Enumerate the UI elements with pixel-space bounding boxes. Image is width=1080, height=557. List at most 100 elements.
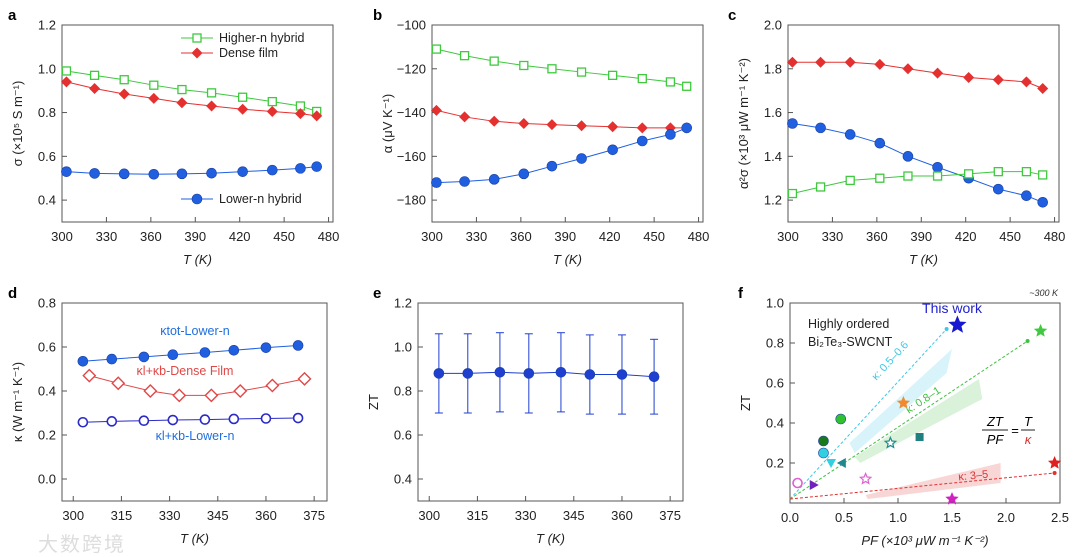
data-point xyxy=(297,371,312,386)
data-point xyxy=(260,413,272,424)
kappa-guide-arrow xyxy=(789,340,1028,500)
data-point xyxy=(488,174,500,185)
y-tick-label: −160 xyxy=(397,149,426,164)
x-axis-label: T (K) xyxy=(183,252,212,267)
x-tick-label: 330 xyxy=(822,229,844,244)
data-point xyxy=(199,347,211,358)
data-point xyxy=(963,72,975,84)
data-point xyxy=(547,64,557,74)
x-tick-label: 390 xyxy=(910,229,932,244)
y-tick-label: 1.4 xyxy=(764,149,782,164)
series--l-b-lower-n xyxy=(77,412,304,428)
series-zt xyxy=(433,332,660,415)
y-axis-label: α (μV K⁻¹) xyxy=(380,94,395,153)
series-dense-film xyxy=(786,56,1049,94)
data-point xyxy=(844,129,856,140)
x-tick-label: 360 xyxy=(510,229,532,244)
data-point xyxy=(902,63,914,75)
y-tick-label: 0.8 xyxy=(38,296,56,311)
x-tick-label: 1.0 xyxy=(889,510,907,525)
watermark: 大数跨境 xyxy=(38,532,126,556)
data-point xyxy=(148,168,160,180)
series-line xyxy=(82,417,299,423)
formula-denominator-left: PF xyxy=(987,432,1005,447)
data-point xyxy=(228,344,240,356)
y-tick-label: 1.2 xyxy=(38,18,56,33)
data-point xyxy=(903,171,913,181)
x-tick-label: 450 xyxy=(273,229,295,244)
data-point xyxy=(89,70,100,80)
series-line xyxy=(66,81,317,117)
legend-marker xyxy=(191,47,203,59)
data-point xyxy=(311,110,323,122)
data-point xyxy=(260,342,272,353)
data-point xyxy=(845,175,855,186)
kappa-guide-arrow xyxy=(789,328,947,500)
data-point xyxy=(787,188,798,199)
panel-e: e 300 315 330 345 360 375 0.4 0.6 0.8 1.0 1.2 T (K) Z… xyxy=(366,285,684,546)
data-point xyxy=(176,168,188,180)
legend-marker xyxy=(192,33,202,43)
data-point xyxy=(1037,197,1049,208)
temperature-note: ~300 K xyxy=(1029,288,1059,298)
data-point xyxy=(1038,170,1048,180)
x-axis-label: T (K) xyxy=(909,252,938,267)
x-tick-label: 420 xyxy=(955,229,977,244)
data-point xyxy=(932,161,943,173)
x-tick-label: 315 xyxy=(111,508,133,523)
data-point xyxy=(681,122,693,134)
x-tick-label: 300 xyxy=(62,508,84,523)
data-point xyxy=(1020,76,1032,88)
series-line xyxy=(436,109,687,129)
data-point xyxy=(459,176,470,187)
x-tick-label: 480 xyxy=(688,229,710,244)
x-tick-label: 420 xyxy=(599,229,621,244)
data-point xyxy=(228,413,240,425)
data-point xyxy=(82,368,97,383)
series-higher-n-hybrid xyxy=(787,167,1048,199)
data-point xyxy=(883,435,898,449)
plot-frame xyxy=(789,302,1061,504)
plot-frame xyxy=(431,24,704,223)
series-line xyxy=(82,344,299,362)
data-point xyxy=(636,135,648,147)
panel-label: a xyxy=(8,7,17,24)
data-point xyxy=(964,169,974,179)
data-point xyxy=(576,153,587,164)
data-point xyxy=(616,369,628,380)
y-tick-label: −120 xyxy=(397,61,426,76)
y-tick-label: 0.6 xyxy=(394,428,412,443)
data-point xyxy=(875,173,885,183)
legend-marker xyxy=(191,193,203,205)
panel-b: b 300 330 360 390 420 450 480 −180 −160 −140 −120 −1… xyxy=(373,7,709,267)
data-point xyxy=(172,388,187,403)
panel-label: f xyxy=(738,285,744,302)
panel-label: c xyxy=(728,7,736,24)
x-tick-label: 360 xyxy=(611,508,633,523)
data-point xyxy=(992,183,1004,195)
x-tick-label: 390 xyxy=(554,229,576,244)
x-tick-label: 330 xyxy=(159,508,181,523)
x-tick-label: 345 xyxy=(563,508,585,523)
y-tick-label: 0.2 xyxy=(38,428,56,443)
data-point xyxy=(858,471,873,485)
series-lower-n-hybrid xyxy=(61,161,323,180)
data-point xyxy=(844,56,856,68)
y-tick-label: 1.6 xyxy=(764,105,782,120)
x-tick-label: 1.5 xyxy=(943,510,961,525)
formula-numerator-right: T xyxy=(1024,414,1033,429)
data-point xyxy=(915,433,924,441)
y-tick-label: −140 xyxy=(397,105,426,120)
data-point xyxy=(1033,323,1048,337)
data-point xyxy=(431,44,442,54)
data-point xyxy=(809,480,819,490)
legend-label: Dense film xyxy=(219,46,278,60)
x-tick-label: 300 xyxy=(51,229,73,244)
x-tick-label: 300 xyxy=(421,229,443,244)
x-tick-label: 315 xyxy=(467,508,489,523)
y-tick-label: 0.4 xyxy=(38,384,56,399)
y-tick-label: 0.8 xyxy=(38,105,56,120)
data-point xyxy=(874,137,886,149)
data-point xyxy=(61,66,72,76)
